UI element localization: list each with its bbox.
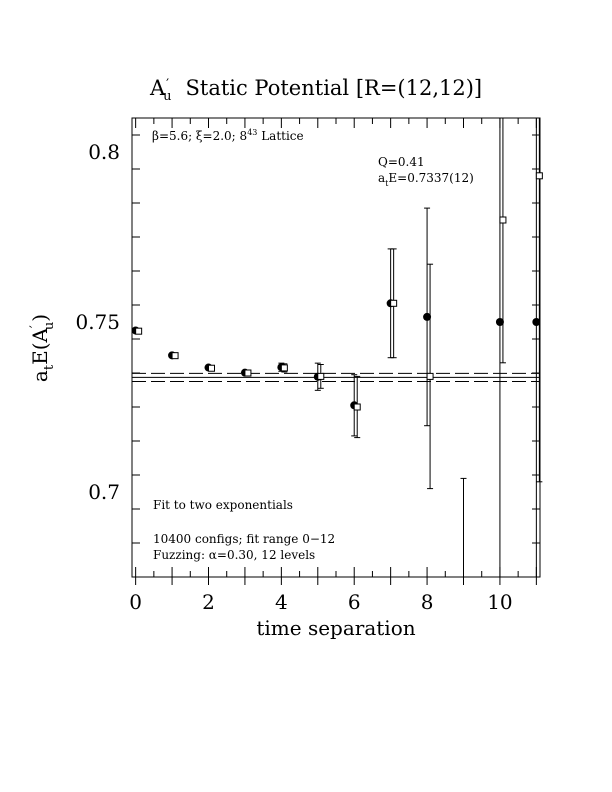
- fit-energy-post: E=0.7337(12): [388, 171, 473, 185]
- ylabel-mid: E(A: [28, 328, 52, 365]
- title-prime: ′: [166, 77, 169, 92]
- data-point-square: [353, 403, 361, 411]
- x-tick-label: 10: [487, 590, 512, 614]
- fit-band: [132, 372, 540, 382]
- axis-ticks: [132, 118, 540, 585]
- data-point-circle: [423, 312, 432, 321]
- data-point-square: [390, 299, 398, 307]
- fit-q: Q=0.41: [378, 155, 425, 169]
- title-sub: u: [163, 89, 171, 104]
- x-tick-label: 4: [275, 590, 288, 614]
- lattice-note: β=5.6; ξ=2.0; 843 Lattice: [152, 128, 304, 143]
- y-tick-label: 0.75: [75, 310, 120, 334]
- data-point-circle: [532, 318, 541, 326]
- fit-energy: atE=0.7337(12): [378, 171, 474, 188]
- x-tick-labels: 0 2 4 6 8 10: [129, 590, 512, 614]
- fuzzing-note: Fuzzing: α=0.30, 12 levels: [153, 548, 315, 562]
- x-axis-label: time separation: [256, 616, 415, 640]
- data-point-square: [317, 372, 325, 380]
- fit-energy-sub: t: [385, 179, 389, 188]
- ylabel-sub: t: [42, 364, 57, 370]
- data-point-square: [208, 364, 215, 372]
- lattice-sup4: 4: [247, 128, 252, 137]
- ylabel-sub2: u: [42, 322, 57, 330]
- ylabel-prime: ′: [28, 325, 43, 328]
- data-point-square: [280, 364, 288, 372]
- y-tick-label: 0.8: [88, 140, 120, 164]
- x-tick-label: 8: [421, 590, 434, 614]
- data-point-square: [244, 369, 252, 377]
- data-point-square: [171, 352, 179, 360]
- title-main: A: [149, 76, 166, 100]
- y-tick-label: 0.7: [88, 480, 120, 504]
- title-rest: Static Potential [R=(12,12)]: [186, 76, 483, 100]
- y-tick-labels: 0.7 0.75 0.8: [75, 140, 120, 504]
- data-point-circle: [495, 318, 504, 326]
- data-point-square: [535, 172, 543, 180]
- ylabel-pre: a: [28, 370, 52, 382]
- chart-title: A′ u Static Potential [R=(12,12)]: [149, 76, 482, 104]
- x-tick-label: 0: [129, 590, 142, 614]
- lattice-post: Lattice: [257, 129, 303, 143]
- ylabel-post: ): [28, 314, 52, 322]
- data-point-square: [426, 372, 434, 380]
- fit-energy-pre: a: [378, 171, 385, 185]
- data-markers: [131, 172, 543, 411]
- fit-description: Fit to two exponentials: [153, 498, 293, 512]
- data-point-square: [499, 216, 507, 224]
- lattice-pre: β=5.6; ξ=2.0; 8: [152, 129, 247, 143]
- x-tick-label: 2: [202, 590, 215, 614]
- data-point-square: [135, 327, 143, 335]
- y-axis-label: atE(A′u): [28, 314, 57, 382]
- configs-note: 10400 configs; fit range 0−12: [153, 532, 335, 546]
- lattice-sup3: 3: [252, 128, 257, 137]
- x-tick-label: 6: [348, 590, 361, 614]
